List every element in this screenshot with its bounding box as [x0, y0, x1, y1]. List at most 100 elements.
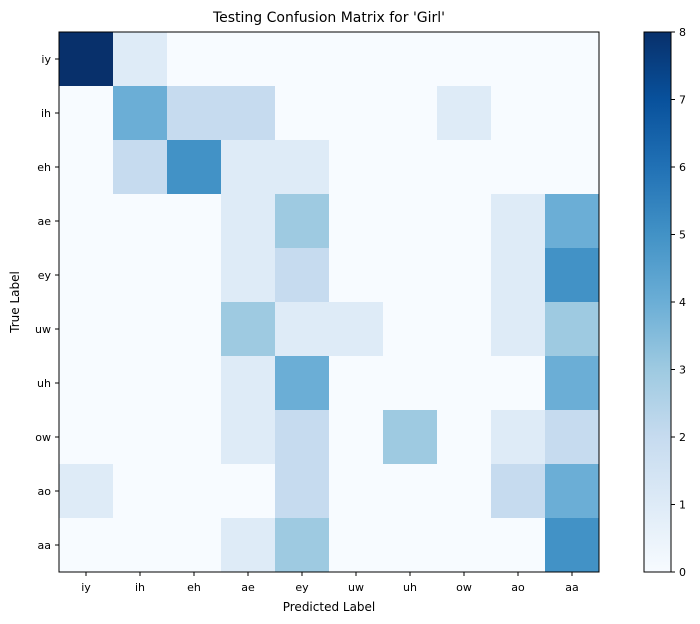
heatmap-cell	[167, 464, 222, 519]
heatmap-cell	[545, 356, 600, 411]
heatmap-cell	[491, 410, 546, 465]
y-axis-ticks: iy ih eh ae ey uw uh ow ao aa	[35, 53, 59, 552]
heatmap-cell	[59, 140, 114, 195]
heatmap-cell	[383, 302, 438, 357]
heatmap-cell	[545, 518, 600, 573]
heatmap-cell	[437, 356, 492, 411]
heatmap-cell	[383, 518, 438, 573]
x-tick-label: ih	[135, 581, 145, 594]
heatmap-cell	[221, 32, 276, 87]
heatmap-cell	[437, 32, 492, 87]
heatmap-cell	[329, 464, 384, 519]
colorbar-tick-label: 6	[679, 161, 686, 174]
heatmap-cell	[383, 248, 438, 303]
heatmap-cell	[491, 518, 546, 573]
heatmap-cell	[221, 248, 276, 303]
heatmap-cell	[383, 356, 438, 411]
heatmap-cell	[437, 518, 492, 573]
heatmap-cell	[329, 194, 384, 249]
heatmap-cell	[221, 194, 276, 249]
heatmap-cell	[167, 86, 222, 141]
heatmap-cell	[437, 86, 492, 141]
heatmap-cell	[545, 248, 600, 303]
heatmap-cell	[545, 86, 600, 141]
heatmap-cell	[59, 32, 114, 87]
heatmap-cell	[437, 410, 492, 465]
heatmap-cell	[545, 194, 600, 249]
heatmap-cell	[113, 302, 168, 357]
heatmap-cell	[329, 86, 384, 141]
heatmap-cell	[167, 518, 222, 573]
heatmap-cell	[275, 86, 330, 141]
heatmap-cell	[275, 518, 330, 573]
colorbar-tick-label: 0	[679, 566, 686, 579]
heatmap-cell	[491, 32, 546, 87]
x-tick-label: uh	[403, 581, 417, 594]
heatmap-cell	[491, 248, 546, 303]
heatmap-cell	[491, 464, 546, 519]
colorbar-tick-label: 1	[679, 499, 686, 512]
heatmap-cell	[491, 194, 546, 249]
colorbar-tick-label: 5	[679, 229, 686, 242]
heatmap-cell	[221, 518, 276, 573]
heatmap-cell	[491, 302, 546, 357]
heatmap-cell	[437, 194, 492, 249]
heatmap-cell	[329, 248, 384, 303]
heatmap-cell	[113, 140, 168, 195]
heatmap-cell	[383, 32, 438, 87]
heatmap-cell	[113, 464, 168, 519]
heatmap-cell	[113, 86, 168, 141]
heatmap-cell	[59, 410, 114, 465]
y-tick-label: aa	[38, 539, 51, 552]
colorbar-tick-label: 8	[679, 26, 686, 39]
heatmap-cell	[59, 194, 114, 249]
colorbar-ticks: 0 1 2 3 4 5 6 7 8	[671, 26, 686, 579]
heatmap-cell	[221, 356, 276, 411]
colorbar-tick-label: 4	[679, 296, 686, 309]
x-axis-label: Predicted Label	[283, 600, 376, 614]
heatmap-cell	[329, 32, 384, 87]
y-tick-label: ih	[41, 107, 51, 120]
heatmap-cell	[113, 356, 168, 411]
heatmap-cell	[275, 464, 330, 519]
heatmap-cell	[167, 302, 222, 357]
heatmap-cell	[383, 86, 438, 141]
heatmap-cell	[59, 302, 114, 357]
y-tick-label: ao	[38, 485, 52, 498]
colorbar-tick-label: 3	[679, 364, 686, 377]
x-tick-label: aa	[565, 581, 578, 594]
heatmap-cell	[383, 194, 438, 249]
x-tick-label: ao	[511, 581, 525, 594]
heatmap-cell	[221, 302, 276, 357]
heatmap-cell	[167, 32, 222, 87]
heatmap-cell	[275, 140, 330, 195]
y-tick-label: ey	[38, 269, 52, 282]
heatmap-cell	[59, 86, 114, 141]
heatmap-cell	[59, 356, 114, 411]
heatmap-cell	[275, 194, 330, 249]
heatmap-cell	[329, 410, 384, 465]
heatmap-cell	[545, 302, 600, 357]
y-tick-label: ow	[35, 431, 51, 444]
heatmap-cell	[113, 248, 168, 303]
heatmap-cell	[437, 302, 492, 357]
heatmap-cell	[221, 86, 276, 141]
heatmap-cell	[167, 356, 222, 411]
heatmap-cell	[167, 194, 222, 249]
heatmap-cell	[329, 518, 384, 573]
heatmap-cell	[329, 302, 384, 357]
y-tick-label: eh	[37, 161, 51, 174]
heatmap-cell	[113, 518, 168, 573]
heatmap-cell	[59, 518, 114, 573]
heatmap-cell	[113, 194, 168, 249]
plot-frame	[58, 31, 600, 573]
heatmap-cell	[437, 140, 492, 195]
heatmap-cell	[491, 140, 546, 195]
y-axis-label: True Label	[8, 271, 22, 334]
heatmap-cell	[275, 302, 330, 357]
heatmap-cell	[59, 248, 114, 303]
x-tick-label: uw	[348, 581, 364, 594]
x-axis-ticks: iy ih eh ae ey uw uh ow ao aa	[81, 572, 579, 594]
heatmap-cell	[113, 32, 168, 87]
heatmap-cell	[275, 32, 330, 87]
